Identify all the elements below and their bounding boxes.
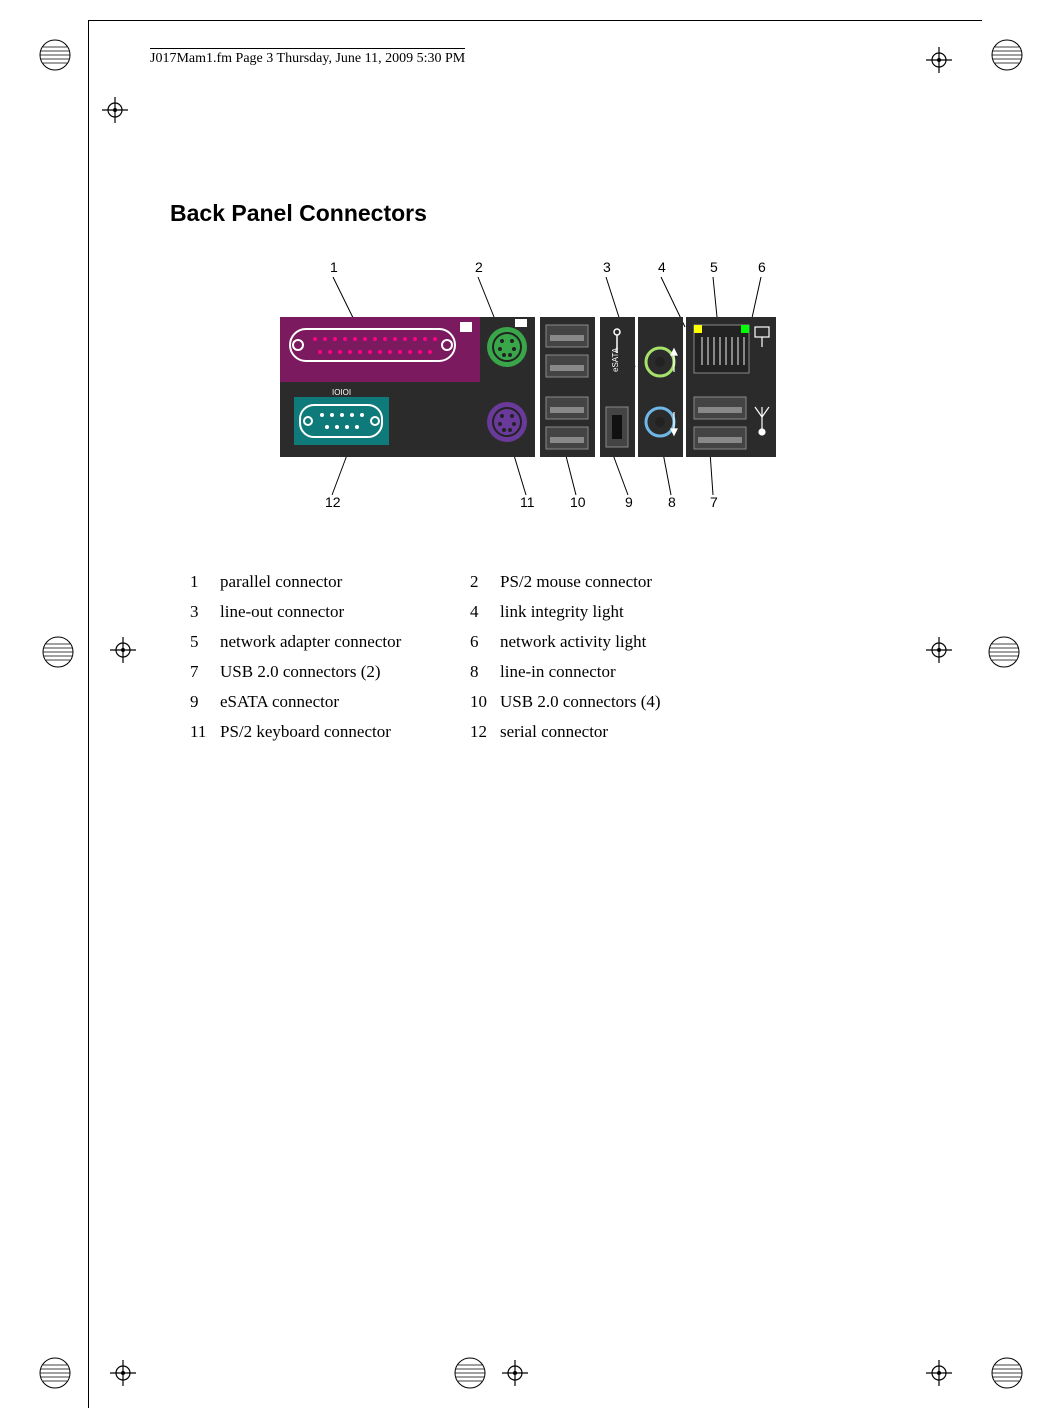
legend-label: parallel connector: [220, 572, 470, 592]
callout-num: 5: [710, 259, 718, 275]
crop-mark-icon: [38, 632, 78, 672]
callout-num: 7: [710, 494, 718, 510]
registration-mark-icon: [108, 1358, 138, 1388]
callout-num: 3: [603, 259, 611, 275]
callout-num: 11: [520, 494, 535, 510]
legend-num: 12: [470, 722, 500, 742]
callout-num: 12: [325, 494, 341, 510]
registration-mark-icon: [100, 95, 130, 125]
legend-label: line-in connector: [500, 662, 750, 682]
svg-text:IOIOI: IOIOI: [332, 388, 351, 397]
registration-mark-icon: [924, 1358, 954, 1388]
crop-mark-icon: [987, 35, 1027, 75]
callout-num: 4: [658, 259, 666, 275]
legend-num: 4: [470, 602, 500, 622]
legend-num: 3: [190, 602, 220, 622]
legend-label: PS/2 keyboard connector: [220, 722, 470, 742]
legend-num: 5: [190, 632, 220, 652]
callout-num: 8: [668, 494, 676, 510]
legend-num: 7: [190, 662, 220, 682]
page-left-rule: [88, 20, 89, 1408]
registration-mark-icon: [924, 635, 954, 665]
legend-num: 6: [470, 632, 500, 652]
legend-label: network adapter connector: [220, 632, 470, 652]
registration-mark-icon: [924, 45, 954, 75]
legend-num: 11: [190, 722, 220, 742]
callout-num: 2: [475, 259, 483, 275]
registration-mark-icon: [500, 1358, 530, 1388]
crop-mark-icon: [450, 1353, 490, 1393]
crop-mark-icon: [35, 1353, 75, 1393]
legend-num: 10: [470, 692, 500, 712]
registration-mark-icon: [108, 635, 138, 665]
legend-label: network activity light: [500, 632, 750, 652]
callout-num: 9: [625, 494, 633, 510]
legend-label: PS/2 mouse connector: [500, 572, 750, 592]
section-title: Back Panel Connectors: [170, 200, 890, 227]
svg-text:eSATA: eSATA: [611, 347, 620, 372]
legend-label: USB 2.0 connectors (4): [500, 692, 750, 712]
crop-mark-icon: [35, 35, 75, 75]
legend-num: 9: [190, 692, 220, 712]
crop-mark-icon: [987, 1353, 1027, 1393]
legend-label: USB 2.0 connectors (2): [220, 662, 470, 682]
legend-label: line-out connector: [220, 602, 470, 622]
legend-label: serial connector: [500, 722, 750, 742]
legend-table: 1 parallel connector 2 PS/2 mouse connec…: [190, 572, 890, 742]
page-header: J017Mam1.fm Page 3 Thursday, June 11, 20…: [150, 48, 465, 67]
callout-num: 10: [570, 494, 586, 510]
callout-num: 1: [330, 259, 338, 275]
legend-label: link integrity light: [500, 602, 750, 622]
legend-num: 8: [470, 662, 500, 682]
legend-num: 2: [470, 572, 500, 592]
callout-num: 6: [758, 259, 766, 275]
crop-mark-icon: [984, 632, 1024, 672]
back-panel-diagram: 1 2 3 4 5 6 12 11 10 9 8 7: [250, 257, 810, 522]
legend-num: 1: [190, 572, 220, 592]
page-top-rule: [88, 20, 982, 21]
legend-label: eSATA connector: [220, 692, 470, 712]
